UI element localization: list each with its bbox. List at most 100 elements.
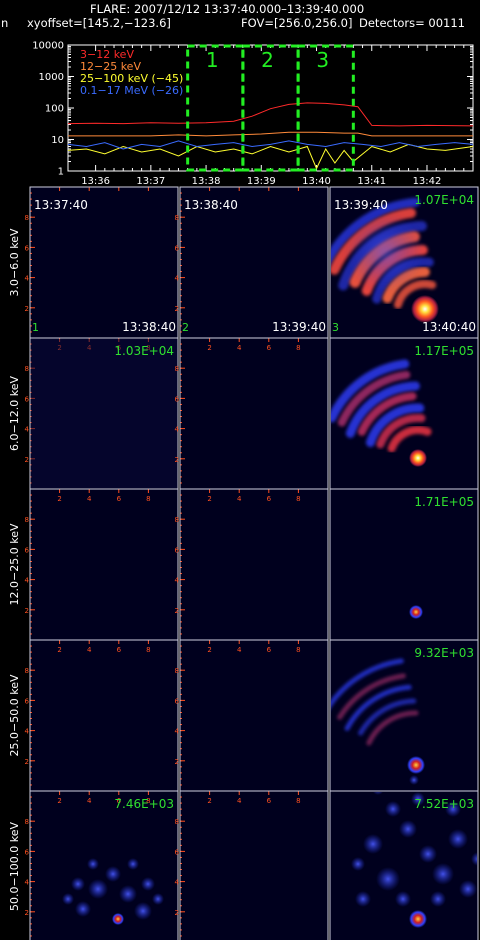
- panel-top-tick-label: 8: [296, 797, 300, 805]
- y-tick-label: 10000: [32, 41, 64, 52]
- interval-index: 3: [332, 321, 339, 334]
- diffuse-glow: [345, 212, 425, 292]
- image-panel: 1.17E+05: [329, 337, 479, 490]
- interval-start-time: 13:37:40: [34, 198, 88, 212]
- panel-emission: [62, 858, 164, 925]
- panel-top-tick-label: 6: [117, 495, 122, 503]
- noise-blob: [119, 885, 137, 903]
- y-tick-label: 10: [51, 135, 64, 146]
- energy-band-label: 6.0−12.0 keV: [8, 376, 21, 451]
- interval-index: 2: [182, 321, 189, 334]
- panel-tick-label: 4: [175, 728, 180, 736]
- noise-blob: [471, 852, 477, 866]
- panel-tick-label: 4: [175, 275, 180, 283]
- x-tick-label: 13:42: [413, 176, 442, 185]
- panel-top-tick-label: 6: [267, 646, 272, 654]
- panel-top-tick-label: 2: [207, 646, 211, 654]
- x-tick-label: 13:39: [247, 176, 276, 185]
- image-panel: 2 4 6 8 2 4 6 8: [25, 639, 179, 792]
- panel-tick-label: 6: [175, 697, 180, 705]
- interval-box-1: [186, 44, 245, 172]
- interval-number: 2: [261, 48, 274, 72]
- noise-blob: [459, 880, 477, 898]
- panel-background: [30, 640, 178, 791]
- emission-arc: [365, 403, 425, 448]
- noise-blob: [372, 792, 384, 795]
- panel-tick-label: 6: [175, 395, 180, 403]
- panel-tick-label: 4: [25, 577, 30, 585]
- panel-top-tick-label: 2: [207, 344, 211, 352]
- series-line-4: [67, 140, 474, 150]
- panel-background: [180, 791, 328, 940]
- time-intervals: 1 2 3: [186, 44, 355, 172]
- panel-max-value: 7.52E+03: [414, 797, 474, 811]
- xyoffset-label: xyoffset=[145.2,−123.6]: [27, 16, 171, 30]
- panel-max-value: 1.17E+05: [414, 344, 474, 358]
- faint-background: [31, 339, 177, 488]
- flare-time-label: FLARE: 2007/12/12 13:37:40.000–13:39:40.…: [90, 2, 365, 16]
- panel-top-tick-label: 8: [296, 495, 300, 503]
- lightcurve-y-axis: 1 10 100 1000 10000: [32, 41, 473, 178]
- footpoint-source: [411, 295, 439, 323]
- image-panel: 2 4 6 8 2 4 6 8: [175, 639, 329, 792]
- emission-arc: [331, 658, 404, 708]
- noise-blob: [152, 893, 164, 905]
- legend-entry-4: 0.1−17 MeV (−26): [80, 84, 183, 97]
- panel-border: [329, 790, 479, 940]
- panel-top-tick-label: 4: [87, 646, 92, 654]
- panel-tick-label: 2: [25, 909, 29, 917]
- noise-blob: [430, 891, 446, 907]
- energy-band-label: 25.0−50.0 keV: [8, 674, 21, 756]
- panel-tick-label: 2: [175, 909, 179, 917]
- lightcurve-plot: 1 10 100 1000 10000 13:36 13:37 13:38 13:39 13:4…: [32, 41, 474, 185]
- panel-top-tick-label: 6: [117, 797, 122, 805]
- panel-tick-label: 8: [175, 818, 179, 826]
- panel-top-tick-label: 4: [87, 797, 92, 805]
- panel-background: [30, 489, 178, 640]
- panel-top-tick-label: 6: [267, 495, 272, 503]
- noise-blob: [376, 867, 400, 891]
- panel-background: [30, 187, 178, 338]
- panel-top-tick-label: 4: [237, 495, 242, 503]
- panel-emission: [331, 658, 425, 785]
- x-tick-label: 13:37: [136, 176, 165, 185]
- panel-tick-label: 2: [25, 305, 29, 313]
- x-tick-label: 13:38: [192, 176, 221, 185]
- y-tick-label: 100: [45, 104, 64, 115]
- y-tick-label: 1: [58, 167, 64, 178]
- panel-tick-label: 4: [25, 275, 30, 283]
- interval-number: 3: [316, 48, 329, 72]
- panel-top-tick-label: 4: [237, 344, 242, 352]
- interval-start-time: 13:39:40: [334, 198, 388, 212]
- interval-end-time: 13:40:40: [422, 320, 476, 334]
- secondary-blob: [409, 775, 419, 785]
- panel-border: [29, 790, 179, 940]
- panel-tick-label: 6: [175, 546, 180, 554]
- panel-emission: [351, 792, 477, 928]
- noise-blob: [419, 845, 437, 863]
- noise-blob: [71, 877, 85, 891]
- noise-blob: [395, 891, 411, 907]
- figure-header: FLARE: 2007/12/12 13:37:40.000–13:39:40.…: [0, 0, 480, 40]
- emission-arc: [337, 673, 406, 720]
- panel-tick-label: 8: [175, 214, 179, 222]
- panel-tick-label: 2: [175, 758, 179, 766]
- panel-emission: [31, 339, 177, 488]
- noise-blob: [385, 801, 401, 817]
- noise-blob: [448, 829, 468, 849]
- panel-tick-label: 8: [25, 818, 29, 826]
- interval-end-time: 13:38:40: [122, 320, 176, 334]
- image-panel: 1.71E+05: [329, 488, 479, 641]
- panel-emission: [331, 197, 439, 323]
- footpoint-source: [409, 605, 423, 619]
- panel-tick-label: 2: [25, 456, 29, 464]
- interval-end-time: 13:39:40: [272, 320, 326, 334]
- noise-blob: [134, 902, 152, 920]
- image-panel: 7.52E+03: [329, 790, 479, 940]
- noise-blob: [355, 891, 371, 907]
- fov-label: FOV=[256.0,256.0]: [241, 16, 353, 30]
- noise-blob: [445, 801, 461, 817]
